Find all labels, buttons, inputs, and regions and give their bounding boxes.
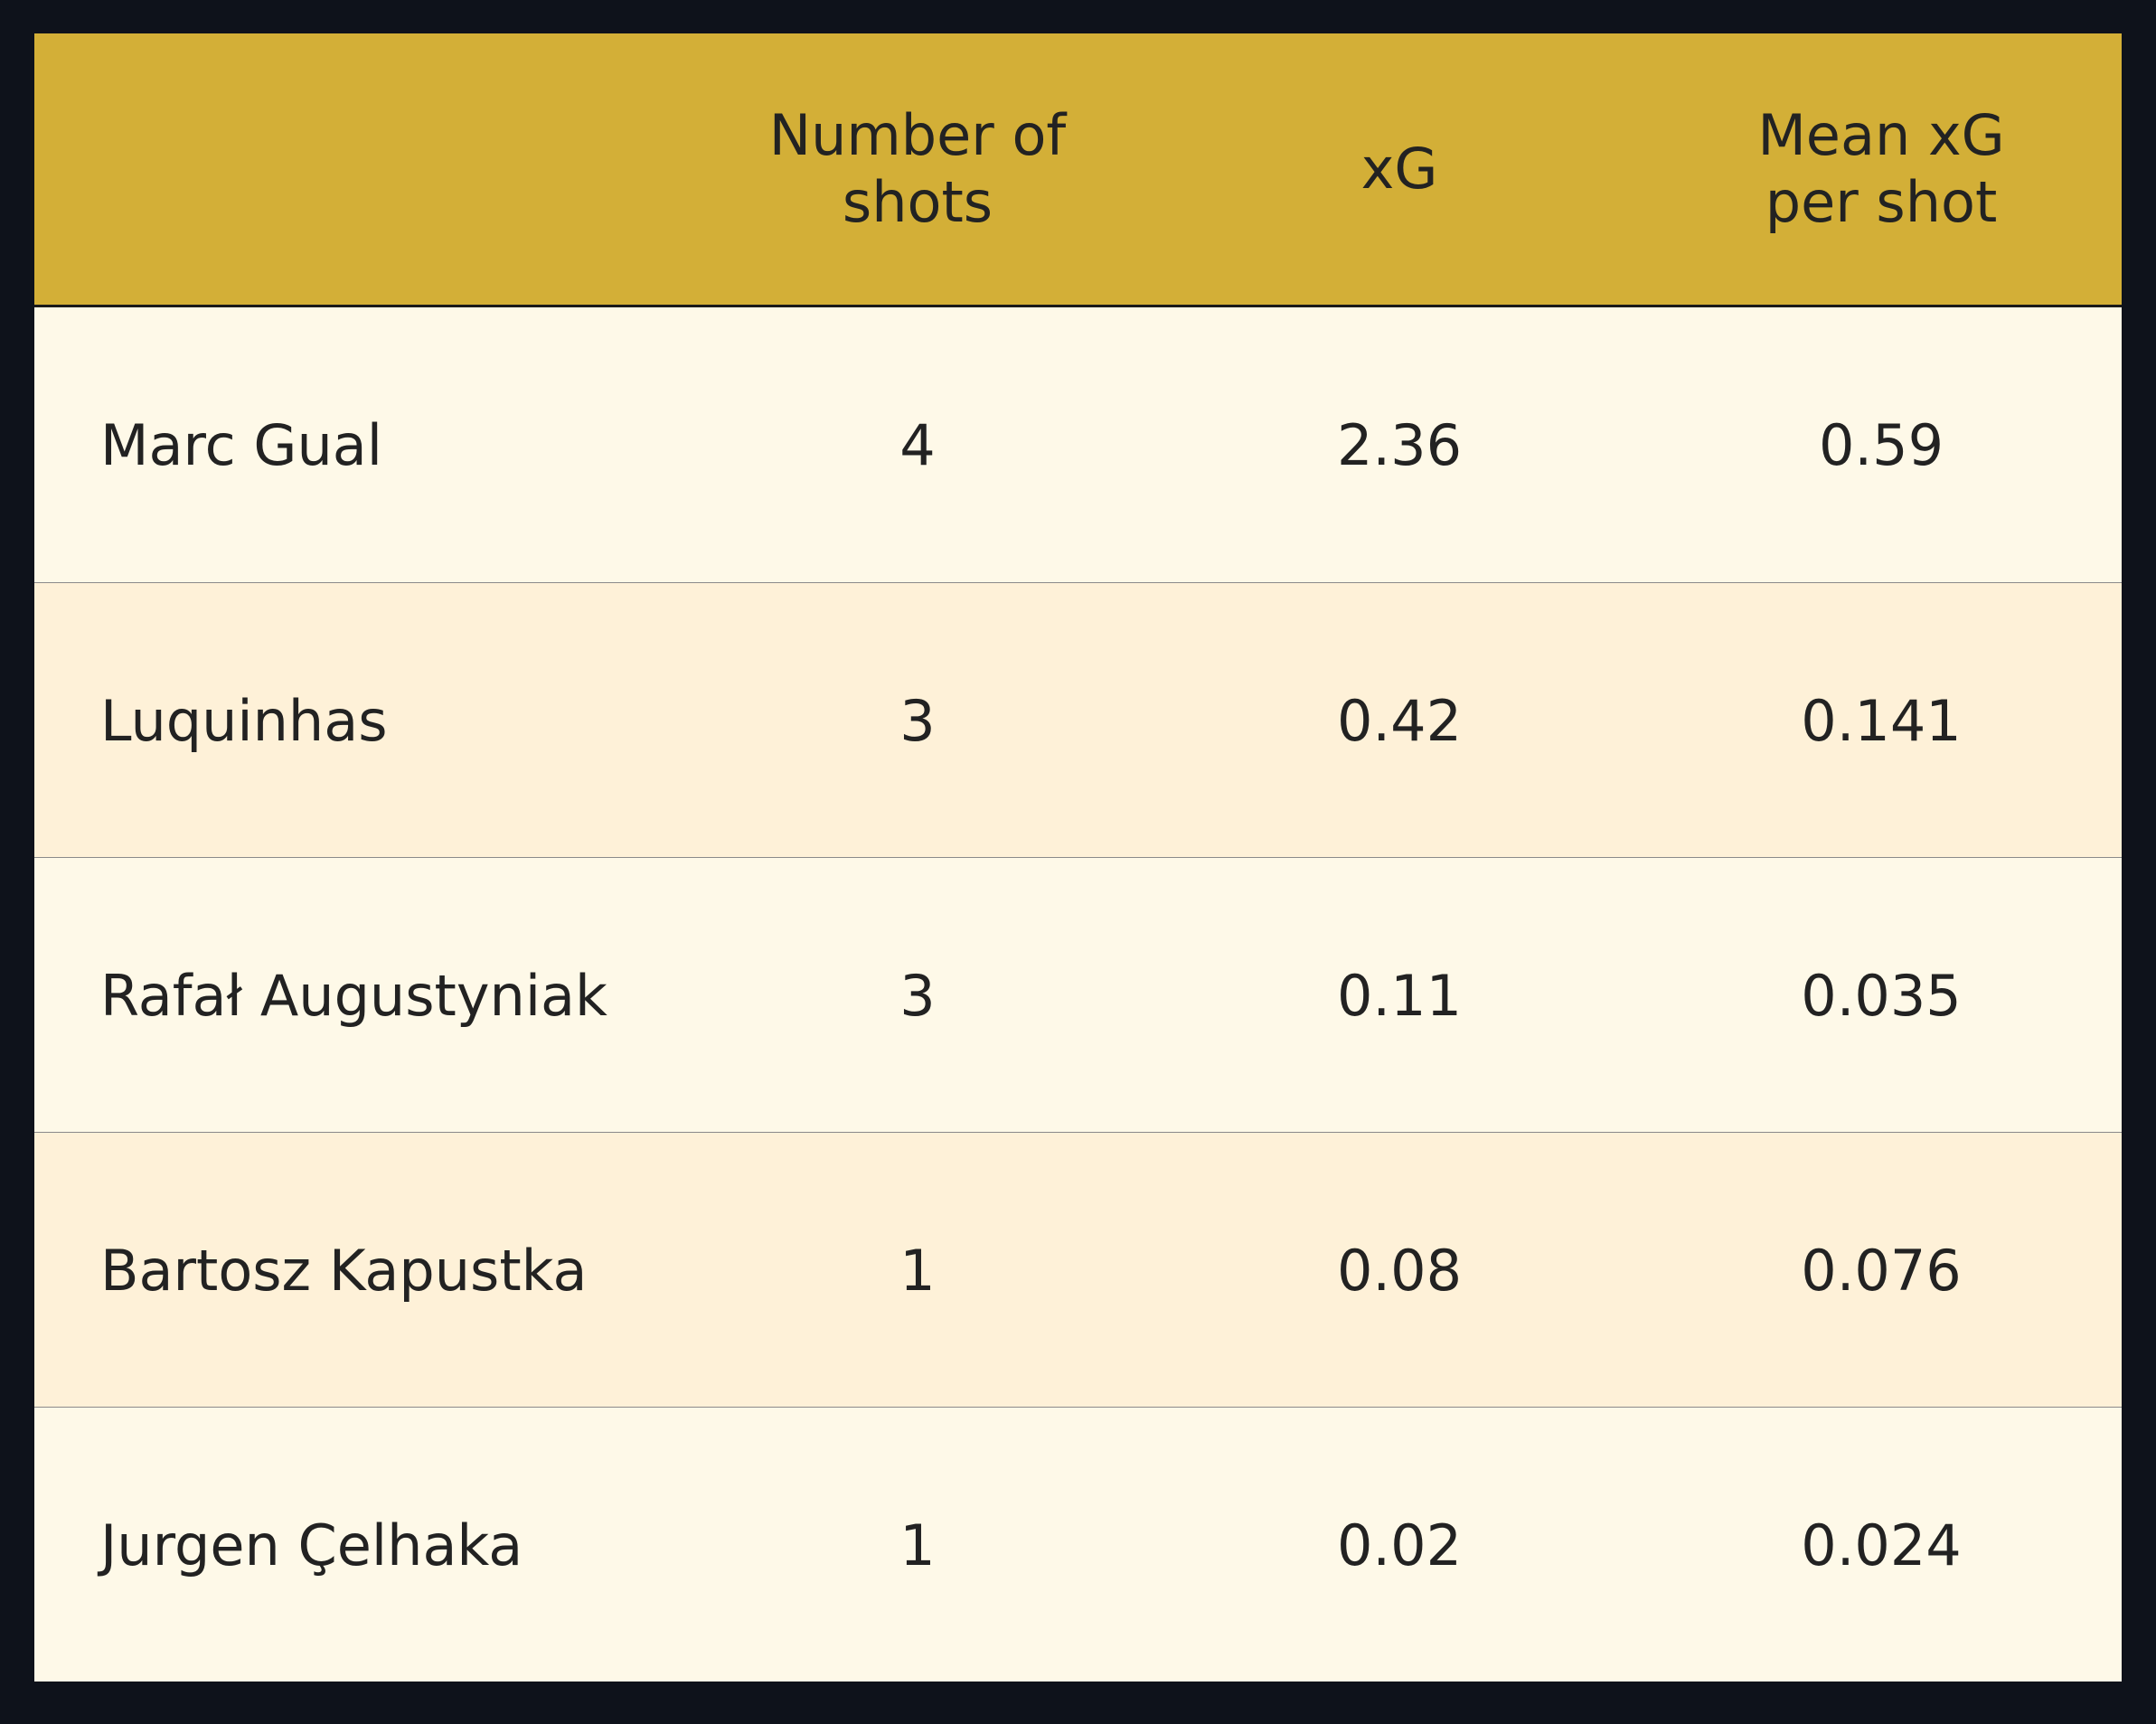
player-name: Marc Gual [100,411,382,478]
header-mean-xg-per-shot: Mean xG per shot [1757,102,2005,235]
xg-value: 0.08 [1336,1237,1463,1304]
table-row: Bartosz Kapustka 1 0.08 0.076 [34,1132,2122,1407]
xg-value: 0.42 [1336,687,1463,754]
shots-value: 1 [899,1237,936,1304]
mean-xg-value: 0.141 [1801,687,1962,754]
xg-table: Number of shots xG Mean xG per shot Marc… [34,33,2122,1682]
table-row: Rafał Augustyniak 3 0.11 0.035 [34,857,2122,1132]
mean-xg-value: 0.024 [1801,1512,1962,1578]
mean-xg-value: 0.59 [1818,411,1944,478]
header-xg: xG [1360,136,1438,202]
table-header: Number of shots xG Mean xG per shot [34,33,2122,307]
player-name: Rafał Augustyniak [100,962,607,1029]
player-name: Bartosz Kapustka [100,1237,588,1304]
header-number-of-shots: Number of shots [768,102,1067,235]
table-row: Marc Gual 4 2.36 0.59 [34,307,2122,582]
shots-value: 3 [899,962,936,1029]
mean-xg-value: 0.076 [1801,1237,1962,1304]
xg-value: 0.02 [1336,1512,1463,1578]
shots-value: 4 [899,411,936,478]
table-row: Luquinhas 3 0.42 0.141 [34,582,2122,857]
shots-value: 1 [899,1512,936,1578]
xg-value: 2.36 [1336,411,1463,478]
mean-xg-value: 0.035 [1801,962,1962,1029]
shots-value: 3 [899,687,936,754]
player-name: Jurgen Çelhaka [100,1512,523,1578]
player-name: Luquinhas [100,687,388,754]
xg-value: 0.11 [1336,962,1463,1029]
table-row: Jurgen Çelhaka 1 0.02 0.024 [34,1407,2122,1682]
header-player [100,33,643,305]
